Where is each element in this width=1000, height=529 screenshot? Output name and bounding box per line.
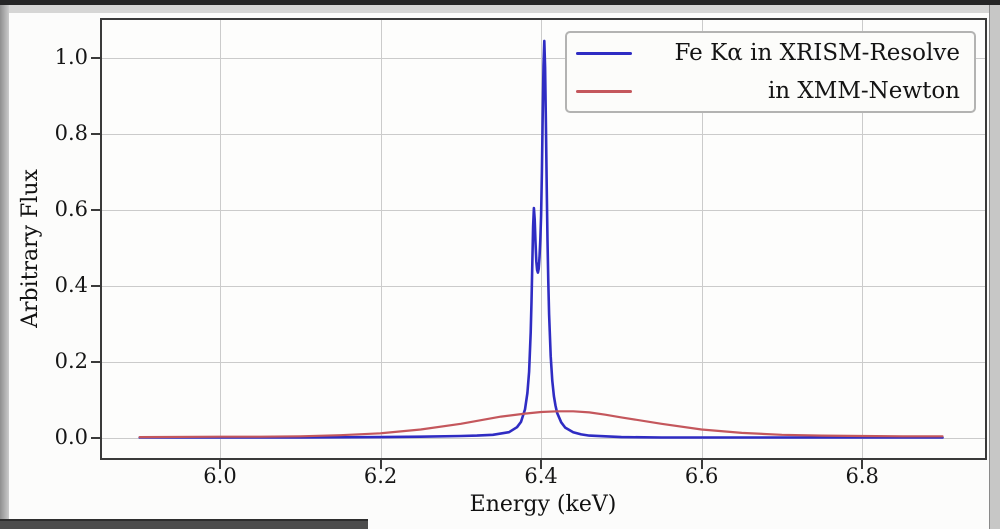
x-tick-label: 6.6 bbox=[684, 464, 719, 488]
series-line-1 bbox=[138, 410, 944, 439]
x-axis-label: Energy (keV) bbox=[469, 492, 617, 517]
legend-label-resolve: Fe Kα in XRISM-Resolve bbox=[674, 40, 960, 66]
top-window-edge bbox=[0, 0, 1000, 5]
y-tick-label: 0.2 bbox=[54, 348, 88, 373]
resolve-line-swatch bbox=[576, 51, 632, 55]
y-gridline bbox=[102, 285, 985, 287]
spectrum-curves bbox=[138, 39, 944, 439]
x-tick-label: 6.4 bbox=[524, 464, 558, 488]
x-gridline bbox=[701, 20, 703, 458]
x-gridline bbox=[380, 20, 382, 458]
x-tick-mark bbox=[861, 460, 864, 469]
x-tick-label: 6.2 bbox=[363, 464, 398, 488]
y-tick-label: 0.0 bbox=[54, 424, 88, 449]
y-tick-mark bbox=[91, 360, 100, 363]
right-scrollbar-strip[interactable] bbox=[989, 5, 1000, 529]
y-tick-label: 0.8 bbox=[54, 120, 88, 145]
x-tick-label: 6.8 bbox=[845, 464, 879, 488]
x-tick-mark bbox=[379, 460, 382, 469]
y-gridline bbox=[102, 209, 985, 211]
x-gridline bbox=[862, 20, 864, 458]
y-tick-label: 0.4 bbox=[54, 272, 88, 297]
y-tick-mark bbox=[91, 132, 100, 135]
y-tick-mark bbox=[91, 436, 100, 439]
x-tick-mark bbox=[540, 460, 543, 469]
legend: Fe Kα in XRISM-Resolve in XMM-Newton bbox=[565, 31, 976, 113]
legend-item-xmm: in XMM-Newton bbox=[567, 76, 974, 106]
plot-canvas bbox=[102, 20, 985, 458]
legend-label-xmm: in XMM-Newton bbox=[767, 78, 960, 104]
x-gridline bbox=[220, 20, 221, 458]
x-tick-label: 6.0 bbox=[203, 464, 237, 488]
top-margin-strip bbox=[0, 5, 1000, 13]
y-tick-mark bbox=[91, 284, 100, 287]
y-tick-mark bbox=[91, 208, 100, 211]
video-progress-bar[interactable] bbox=[0, 519, 368, 529]
y-gridline bbox=[102, 361, 985, 363]
xmm-line-swatch bbox=[576, 89, 632, 93]
y-gridline bbox=[102, 437, 985, 439]
x-tick-mark bbox=[700, 460, 703, 469]
y-tick-label: 1.0 bbox=[54, 44, 88, 69]
y-tick-mark bbox=[91, 56, 100, 59]
legend-item-resolve: Fe Kα in XRISM-Resolve bbox=[567, 38, 974, 68]
left-margin-strip bbox=[0, 5, 9, 519]
y-axis-label: Arbitrary Flux bbox=[18, 169, 43, 328]
x-tick-mark bbox=[219, 460, 221, 469]
y-tick-label: 0.6 bbox=[54, 196, 88, 221]
series-line-0 bbox=[138, 39, 944, 439]
